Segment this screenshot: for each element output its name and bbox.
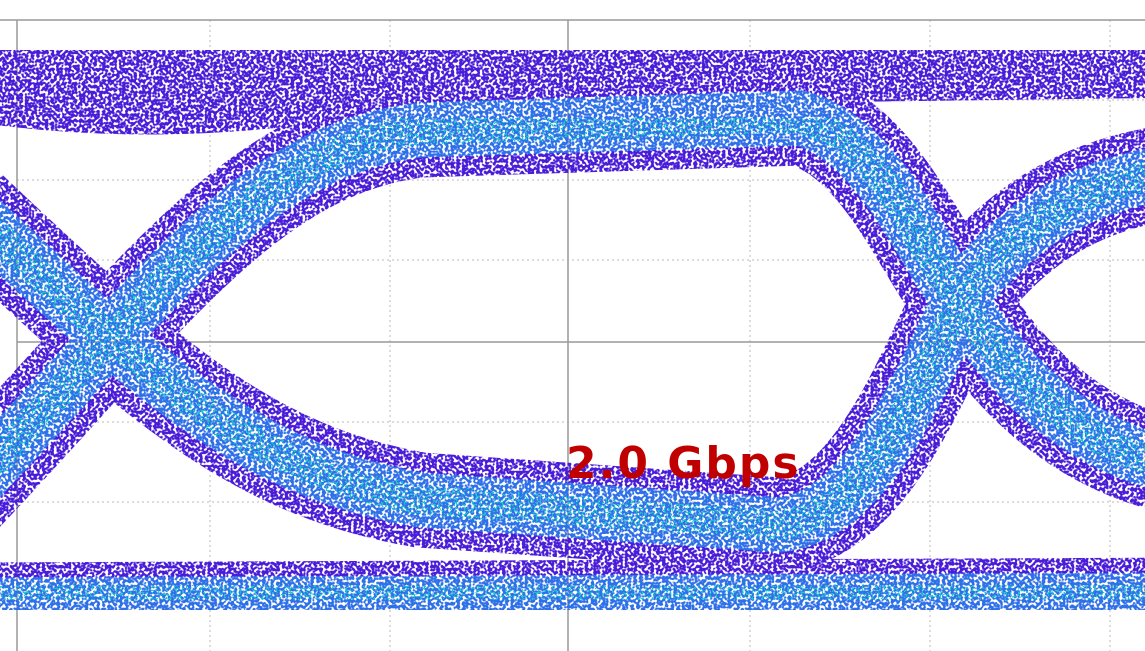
eye-diagram: 2.0 Gbps	[0, 0, 1145, 651]
page: 2.0 Gbps (() => { const data = JSON.pars…	[0, 0, 1145, 651]
bitrate-label: 2.0 Gbps	[566, 438, 801, 489]
